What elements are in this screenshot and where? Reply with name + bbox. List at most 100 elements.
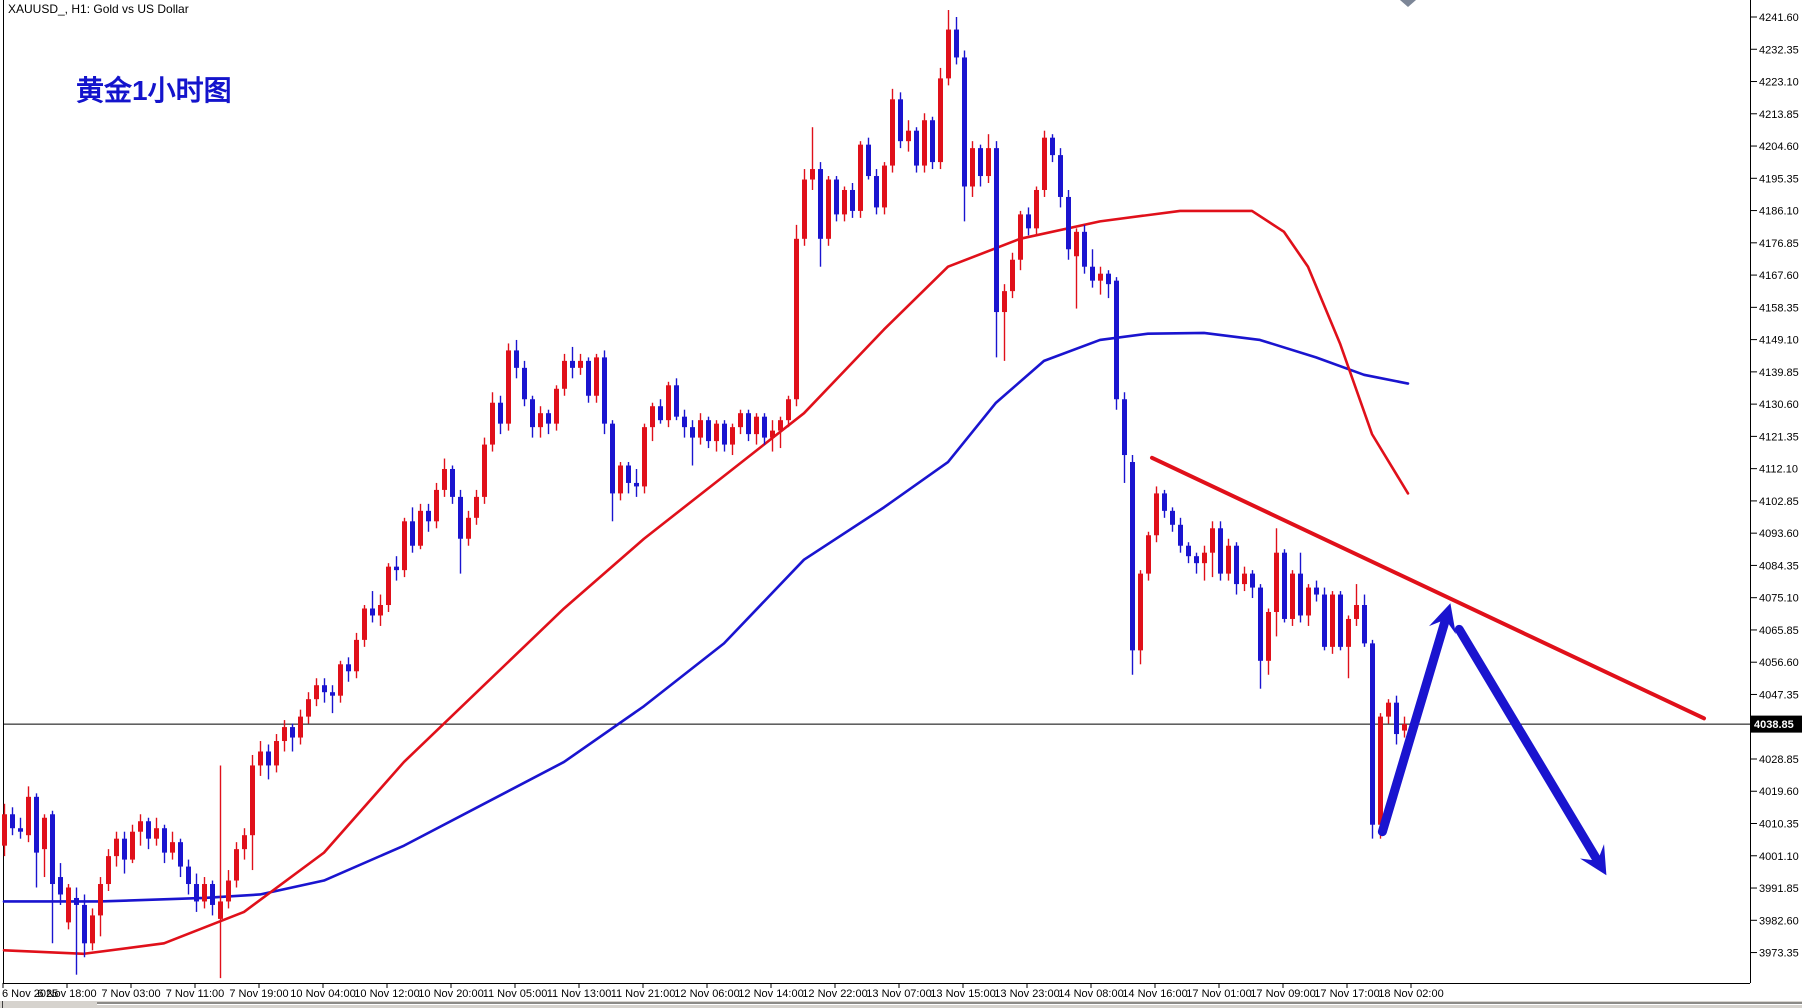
candle-body <box>330 692 335 696</box>
up-arrow[interactable] <box>1377 603 1456 837</box>
price-tick-label: 4102.85 <box>1759 496 1799 508</box>
candle-body <box>1338 594 1343 647</box>
time-tick-label: 12 Nov 22:00 <box>802 988 867 1000</box>
candle-body <box>210 884 215 905</box>
candle-body <box>762 416 767 438</box>
candle-body <box>98 884 103 916</box>
candle-body <box>1226 545 1231 574</box>
chart-title: XAUUSD_, H1: Gold vs US Dollar <box>8 2 189 16</box>
candle-body <box>522 367 527 400</box>
candle-body <box>1018 214 1023 260</box>
window-bottom-strip <box>0 1001 1802 1008</box>
forecast-arrows[interactable] <box>1377 603 1607 876</box>
candle-body <box>562 360 567 389</box>
candle-body <box>194 884 199 902</box>
candle-body <box>914 130 919 166</box>
candle-body <box>10 814 15 829</box>
candle-body <box>586 360 591 396</box>
time-tick-label: 11 Nov 21:00 <box>611 988 676 1000</box>
candle-body <box>130 831 135 860</box>
candle-body <box>234 849 239 881</box>
candle-body <box>490 402 495 445</box>
ma-fast-line <box>2 209 1410 956</box>
candle-body <box>1074 231 1079 257</box>
candle-body <box>706 420 711 442</box>
price-axis[interactable]: 4241.60 4232.35 4223.10 4213.85 4204.60 4195.… <box>1750 12 1799 960</box>
candle-body <box>466 517 471 539</box>
chart-border <box>3 0 1751 984</box>
candle-body <box>618 465 623 494</box>
candle-body <box>74 897 79 905</box>
candle-body <box>314 685 319 700</box>
candle-body <box>810 169 815 180</box>
candle-body <box>1186 545 1191 557</box>
price-tick-label: 4075.10 <box>1759 593 1799 605</box>
candle-body <box>402 521 407 571</box>
candle-body <box>1362 605 1367 644</box>
time-tick-label: 6 Nov 2025 <box>2 988 58 1000</box>
time-tick-label: 6 Nov 18:00 <box>37 988 96 1000</box>
candle-body <box>754 416 759 435</box>
candle-body <box>282 727 287 742</box>
time-tick-label: 10 Nov 12:00 <box>354 988 419 1000</box>
price-tick-label: 4149.10 <box>1759 335 1799 347</box>
price-tick-label: 4047.35 <box>1759 689 1799 701</box>
price-tick-label: 3991.85 <box>1759 883 1799 895</box>
candle-body <box>106 856 111 885</box>
candle-body <box>890 99 895 166</box>
candle-body <box>1394 702 1399 735</box>
price-tick-label: 4010.35 <box>1759 819 1799 831</box>
candle-body <box>346 664 351 672</box>
candle-body <box>274 741 279 766</box>
candle-body <box>842 189 847 215</box>
candle-body <box>34 796 39 853</box>
candle-body <box>866 144 871 177</box>
candle-body <box>378 605 383 616</box>
candle-body <box>258 751 263 766</box>
time-tick-label: 7 Nov 03:00 <box>101 988 160 1000</box>
current-price-label: 4038.85 <box>1750 715 1802 733</box>
candle-body <box>1402 724 1407 731</box>
candle-body <box>1282 552 1287 619</box>
candle-body <box>1002 291 1007 313</box>
candle-body <box>1138 573 1143 651</box>
candle-body <box>530 399 535 428</box>
candle-body <box>506 350 511 424</box>
candle-body <box>954 29 959 58</box>
candle-body <box>1378 716 1383 825</box>
candle-body <box>930 120 935 163</box>
candle-body <box>66 887 71 923</box>
moving-averages <box>2 209 1410 956</box>
candle-body <box>218 901 223 919</box>
candle-body <box>650 406 655 428</box>
time-tick-label: 17 Nov 17:00 <box>1314 988 1379 1000</box>
time-tick-label: 13 Nov 23:00 <box>994 988 1059 1000</box>
candle-body <box>474 496 479 518</box>
candle-body <box>50 814 55 885</box>
down-arrow[interactable] <box>1454 624 1607 876</box>
time-tick-label: 11 Nov 05:00 <box>483 988 548 1000</box>
candle-body <box>250 765 255 836</box>
candle-body <box>434 489 439 522</box>
candle-body <box>1026 214 1031 229</box>
candle-body <box>154 828 159 839</box>
time-tick-label: 12 Nov 14:00 <box>738 988 803 1000</box>
candle-body <box>770 430 775 438</box>
candle-body <box>658 406 663 421</box>
time-tick-label: 17 Nov 09:00 <box>1250 988 1315 1000</box>
trendline[interactable] <box>1150 455 1706 721</box>
candle-body <box>714 423 719 442</box>
candle-body <box>970 148 975 187</box>
candle-body <box>1162 493 1167 511</box>
candle-body <box>1122 399 1127 456</box>
time-tick-label: 10 Nov 20:00 <box>418 988 483 1000</box>
candle-body <box>394 566 399 571</box>
time-tick-label: 14 Nov 16:00 <box>1122 988 1187 1000</box>
candle-body <box>698 420 703 438</box>
candle-body <box>1146 535 1151 574</box>
candle-body <box>1194 556 1199 564</box>
candle-body <box>442 468 447 490</box>
